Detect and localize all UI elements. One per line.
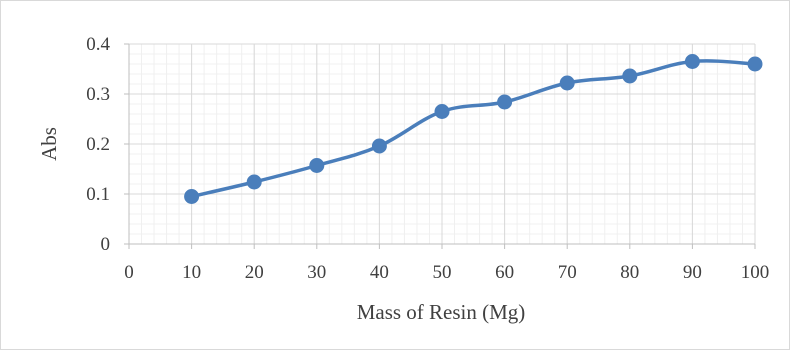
x-tick-label: 10 — [182, 262, 201, 283]
x-tick-label: 50 — [433, 262, 452, 283]
data-point — [184, 189, 200, 204]
y-tick-label: 0.1 — [86, 184, 110, 205]
x-tick-label: 60 — [495, 262, 514, 283]
x-tick-label: 20 — [245, 262, 264, 283]
series-line — [189, 59, 757, 199]
x-tick-label: 90 — [683, 262, 702, 283]
data-point — [497, 94, 513, 110]
x-tick-label: 0 — [124, 262, 134, 283]
x-tick-labels: 0 10 20 30 40 50 60 70 80 90 100 — [124, 262, 769, 283]
data-point — [371, 138, 387, 154]
y-tick-labels: 0 0.1 0.2 0.3 0.4 — [86, 34, 110, 255]
x-tick-label: 70 — [558, 262, 577, 283]
data-point — [559, 75, 575, 91]
y-tick-label: 0.2 — [86, 134, 110, 155]
x-tick-label: 30 — [307, 262, 326, 283]
y-tick-label: 0.4 — [86, 34, 110, 55]
data-point — [622, 68, 638, 84]
x-axis-title: Mass of Resin (Mg) — [357, 300, 526, 324]
y-tick-label: 0 — [101, 234, 111, 255]
y-tick-label: 0.3 — [86, 84, 110, 105]
series-layer — [184, 54, 763, 204]
data-point — [684, 54, 700, 69]
x-tick-label: 100 — [741, 262, 770, 283]
y-axis-title: Abs — [37, 127, 61, 161]
data-point — [309, 158, 325, 173]
x-tick-label: 80 — [620, 262, 639, 283]
axes — [124, 43, 756, 249]
data-point — [434, 104, 450, 119]
data-point — [747, 56, 763, 72]
data-point — [246, 174, 262, 190]
x-tick-label: 40 — [370, 262, 389, 283]
